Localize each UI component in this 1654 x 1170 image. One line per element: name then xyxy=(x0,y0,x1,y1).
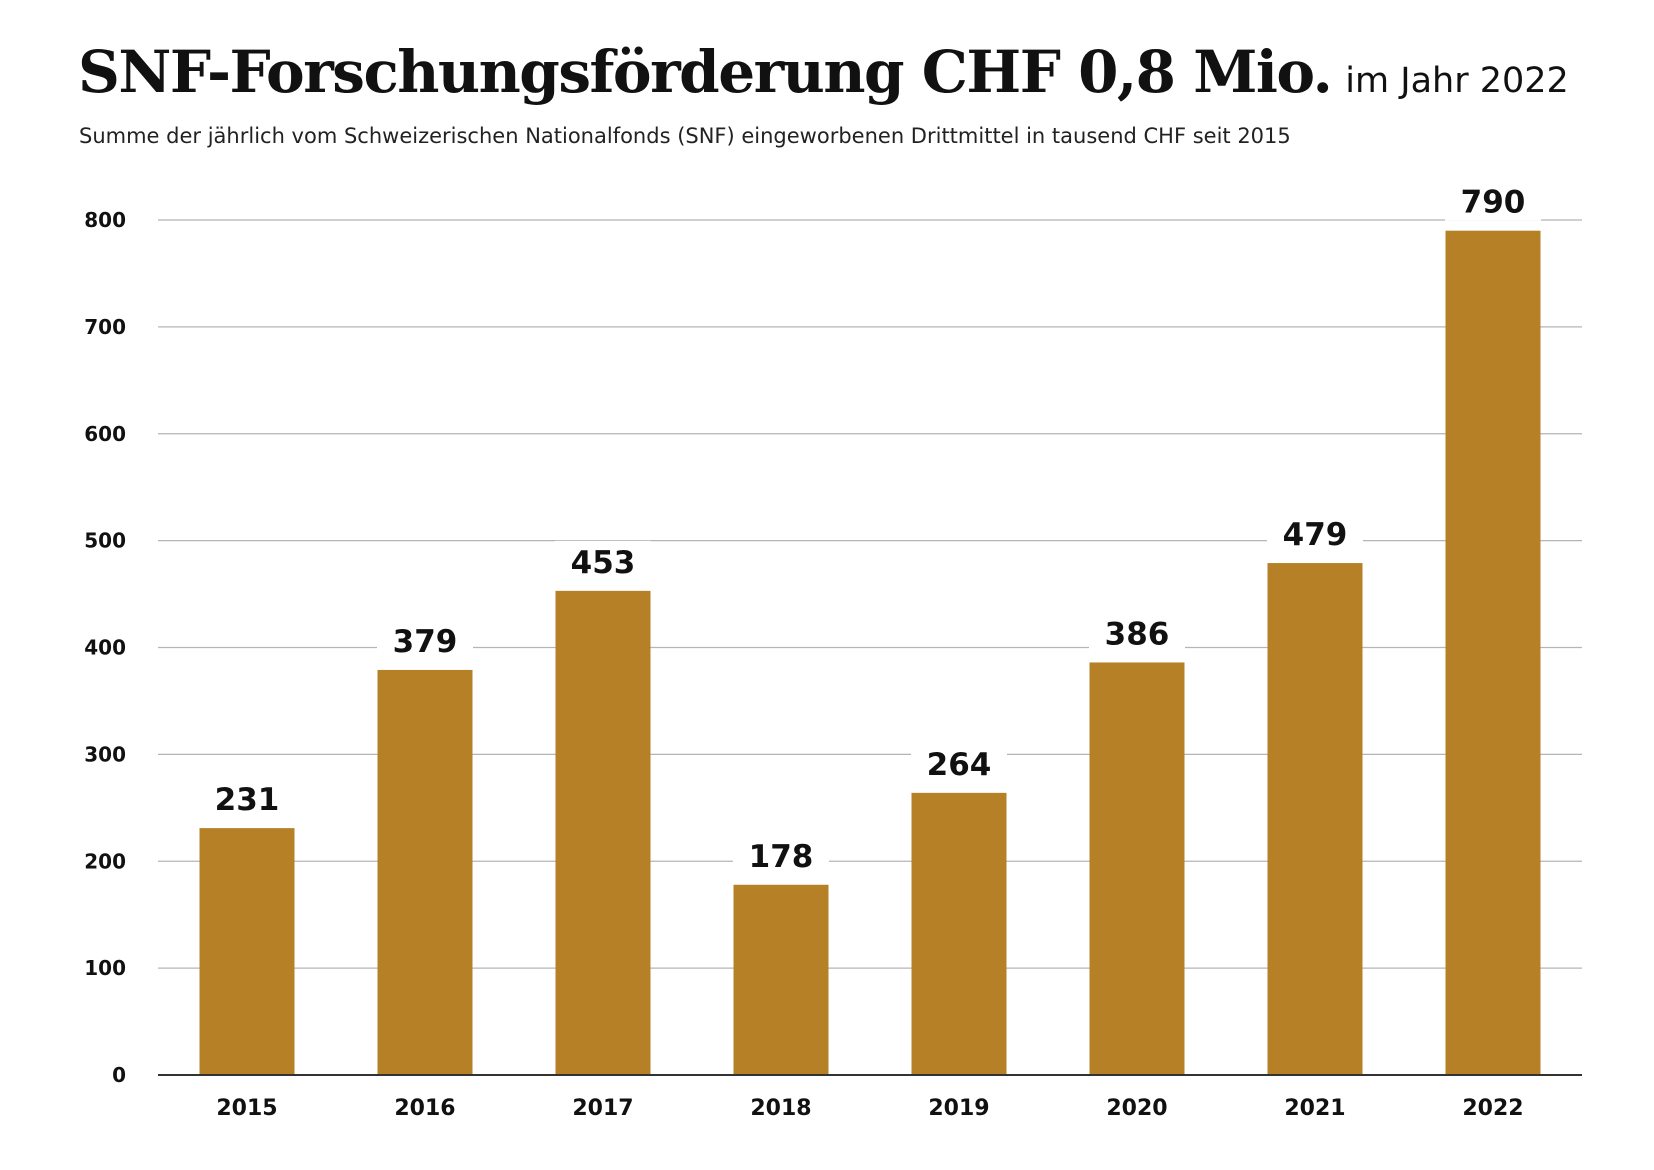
x-tick-label: 2015 xyxy=(216,1096,277,1121)
y-tick-label: 600 xyxy=(84,422,126,446)
bar xyxy=(1267,563,1363,1075)
bar xyxy=(733,884,829,1075)
gridlines xyxy=(158,219,1582,969)
chart-title: SNF-Forschungsförderung CHF 0,8 Mio. im J… xyxy=(78,38,1569,106)
value-label-background xyxy=(733,834,829,875)
bars xyxy=(199,230,1541,1075)
value-label-background xyxy=(199,778,295,819)
value-label-background xyxy=(1089,612,1185,653)
value-label: 386 xyxy=(1105,616,1170,652)
y-tick-label: 200 xyxy=(84,849,126,873)
value-label-background xyxy=(555,540,651,581)
bar xyxy=(199,828,295,1075)
bar xyxy=(555,590,651,1075)
y-tick-label: 100 xyxy=(84,956,126,980)
x-tick-label: 2022 xyxy=(1462,1096,1523,1121)
y-tick-label: 400 xyxy=(84,636,126,660)
x-tick-label: 2021 xyxy=(1284,1096,1345,1121)
y-axis-tick-labels: 0 100 200 300 400 500 600 700 800 xyxy=(84,208,126,1087)
value-labels: 231 379 453 178 264 386 479 790 xyxy=(199,180,1541,875)
value-label-background xyxy=(1445,180,1541,221)
y-tick-label: 800 xyxy=(84,208,126,232)
value-label: 479 xyxy=(1283,517,1348,553)
value-label: 453 xyxy=(571,545,636,581)
x-tick-label: 2017 xyxy=(572,1096,633,1121)
y-tick-label: 300 xyxy=(84,742,126,766)
bar xyxy=(377,669,473,1075)
value-label: 178 xyxy=(749,839,814,875)
chart-subtitle: Summe der jährlich vom Schweizerischen N… xyxy=(79,124,1291,148)
x-tick-label: 2020 xyxy=(1106,1096,1167,1121)
x-tick-label: 2018 xyxy=(750,1096,811,1121)
bar xyxy=(911,792,1007,1075)
chart-title-main: SNF-Forschungsförderung CHF 0,8 Mio. xyxy=(78,38,1333,106)
value-label: 379 xyxy=(393,624,458,660)
y-tick-label: 700 xyxy=(84,315,126,339)
chart-title-suffix: im Jahr 2022 xyxy=(1345,61,1569,101)
y-tick-label: 0 xyxy=(112,1063,126,1087)
y-tick-label: 500 xyxy=(84,529,126,553)
x-axis-tick-labels: 2015 2016 2017 2018 2019 2020 2021 2022 xyxy=(216,1096,1523,1121)
value-label-background xyxy=(1267,513,1363,554)
bar xyxy=(1089,662,1185,1075)
value-label-background xyxy=(911,742,1007,783)
value-label: 790 xyxy=(1461,185,1526,221)
x-tick-label: 2019 xyxy=(928,1096,989,1121)
value-label-background xyxy=(377,619,473,660)
value-label: 264 xyxy=(927,747,992,783)
bar xyxy=(1445,230,1541,1075)
value-label: 231 xyxy=(215,782,280,818)
x-tick-label: 2016 xyxy=(394,1096,455,1121)
